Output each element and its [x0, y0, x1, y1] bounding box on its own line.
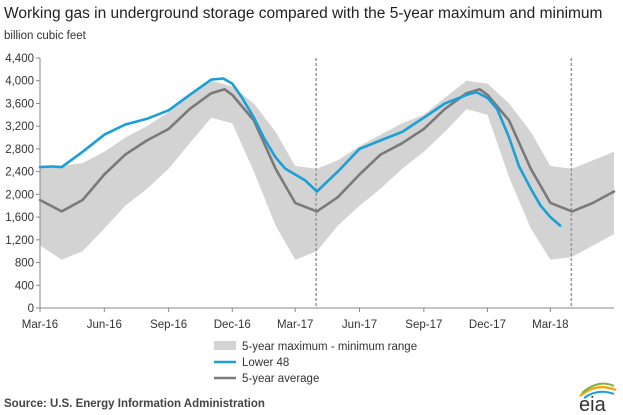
x-tick-label: Sep-17	[405, 319, 442, 331]
legend: 5-year maximum - minimum range Lower 48 5-…	[214, 341, 417, 385]
legend-label-average: 5-year average	[242, 373, 319, 385]
x-tick-label: Jun-17	[342, 319, 377, 331]
y-tick-label: 400	[15, 280, 34, 292]
x-tick-label: Mar-16	[22, 319, 58, 331]
x-tick-label: Mar-18	[532, 319, 568, 331]
y-tick-label: 4,000	[5, 76, 34, 88]
average-line	[38, 88, 616, 213]
legend-swatch-range	[214, 341, 236, 350]
y-tick-label: 3,200	[5, 121, 34, 133]
y-tick-label: 800	[15, 258, 34, 270]
y-tick-label: 2,800	[5, 144, 34, 156]
y-tick-label: 2,400	[5, 167, 34, 179]
lower48-line	[38, 77, 562, 227]
y-tick-label: 1,200	[5, 235, 34, 247]
axes: 0 400 800 1,200 1,600 2,000 2,400 2,800 3,200 3,6…	[5, 53, 614, 331]
y-tick-label: 0	[28, 303, 34, 315]
plot-area	[38, 58, 616, 308]
y-tick-label: 3,600	[5, 98, 34, 110]
legend-label-lower48: Lower 48	[242, 357, 289, 369]
chart-title: Working gas in underground storage compa…	[4, 5, 603, 22]
y-axis-unit-label: billion cubic feet	[4, 30, 86, 42]
range-band	[40, 80, 614, 260]
eia-logo-text: eia	[579, 394, 607, 414]
y-tick-label: 4,400	[5, 53, 34, 65]
source-note: Source: U.S. Energy Information Administ…	[4, 398, 265, 410]
x-tick-label: Jun-16	[87, 319, 122, 331]
y-tick-label: 2,000	[5, 189, 34, 201]
x-tick-label: Dec-16	[214, 319, 251, 331]
eia-logo: eia	[579, 382, 617, 414]
x-tick-label: Mar-17	[277, 319, 313, 331]
legend-label-range: 5-year maximum - minimum range	[242, 341, 417, 353]
x-tick-label: Sep-16	[150, 319, 187, 331]
x-tick-label: Dec-17	[469, 319, 506, 331]
y-tick-label: 1,600	[5, 212, 34, 224]
